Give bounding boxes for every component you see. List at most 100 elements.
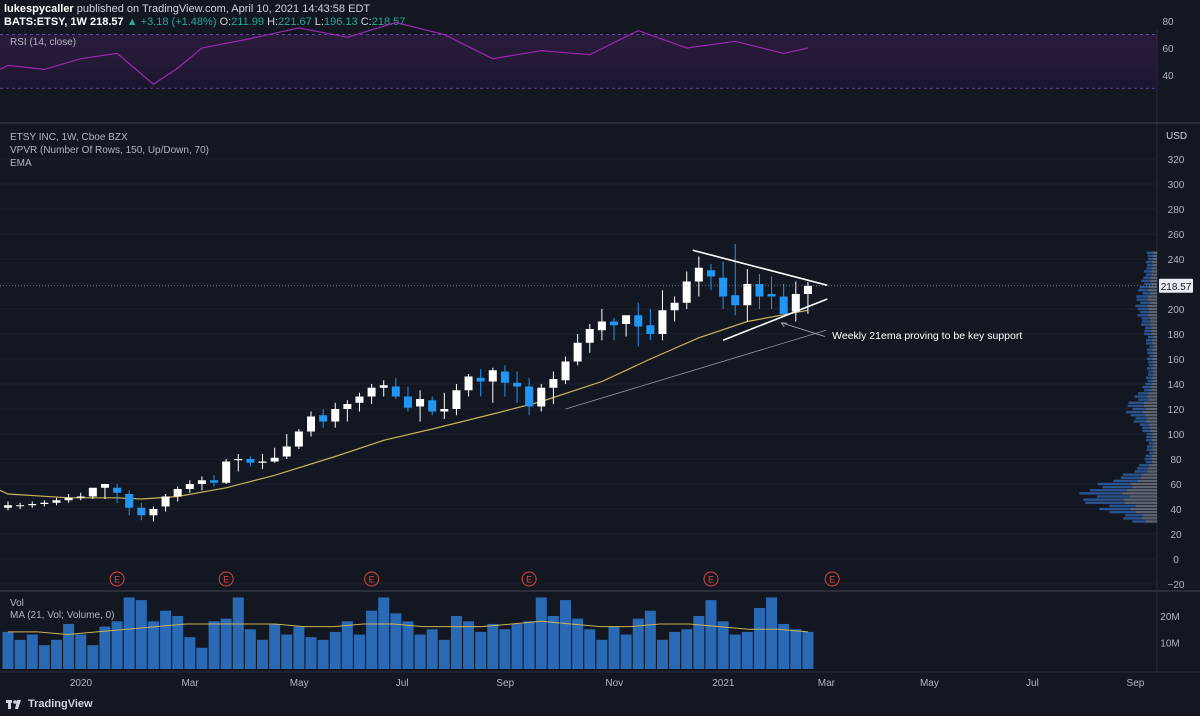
tradingview-branding[interactable]: TradingView: [6, 698, 93, 710]
candle-body[interactable]: [694, 267, 703, 282]
volume-bar[interactable]: [99, 626, 111, 669]
volume-bar[interactable]: [50, 639, 62, 669]
candle-body[interactable]: [719, 277, 728, 297]
candle-body[interactable]: [610, 321, 618, 326]
volume-bar[interactable]: [269, 623, 281, 669]
volume-bar[interactable]: [753, 608, 765, 669]
rsi-pane[interactable]: 80 60 40: [0, 17, 1174, 89]
volume-bar[interactable]: [681, 629, 693, 669]
time-axis[interactable]: 2020MarMayJulSepNov2021MarMayJulSepNov: [70, 678, 1200, 689]
candle-body[interactable]: [331, 409, 340, 422]
currency-label[interactable]: USD: [1166, 131, 1188, 142]
volume-ma-label[interactable]: MA (21, Vol; Volume, 0): [10, 610, 115, 621]
candle-body[interactable]: [367, 387, 376, 397]
earnings-marker[interactable]: [521, 571, 537, 587]
candle-body[interactable]: [173, 489, 182, 497]
candle-body[interactable]: [428, 400, 437, 412]
candle-body[interactable]: [76, 496, 85, 498]
candle-body[interactable]: [440, 409, 449, 412]
volume-bar[interactable]: [184, 637, 196, 669]
volume-bar[interactable]: [135, 600, 147, 669]
earnings-marker[interactable]: [824, 571, 840, 587]
rsi-line[interactable]: [0, 21, 809, 85]
volume-bar[interactable]: [378, 597, 390, 669]
volume-bar[interactable]: [778, 623, 790, 669]
candle-body[interactable]: [573, 342, 582, 362]
main-title[interactable]: ETSY INC, 1W, Cboe BZX: [10, 132, 128, 143]
candle-body[interactable]: [500, 371, 509, 383]
volume-bar[interactable]: [26, 634, 38, 669]
candle-body[interactable]: [294, 431, 303, 447]
volume-bar[interactable]: [329, 631, 341, 669]
candle-body[interactable]: [137, 507, 146, 516]
earnings-marker[interactable]: [109, 571, 125, 587]
volume-bar[interactable]: [656, 639, 668, 669]
candle-body[interactable]: [646, 325, 655, 334]
volume-bar[interactable]: [208, 621, 220, 669]
vpvr-label[interactable]: VPVR (Number Of Rows, 150, Up/Down, 70): [10, 145, 209, 156]
price-pane[interactable]: 3203002802602402202001801601401201008060…: [0, 155, 1193, 591]
candle-body[interactable]: [282, 446, 291, 457]
candle-body[interactable]: [258, 461, 267, 463]
volume-bar[interactable]: [790, 629, 802, 669]
volume-bar[interactable]: [693, 616, 705, 669]
volume-bar[interactable]: [414, 634, 426, 669]
volume-bar[interactable]: [63, 623, 75, 669]
candle-body[interactable]: [634, 315, 643, 327]
volume-bar[interactable]: [463, 621, 475, 669]
volume-bar[interactable]: [669, 631, 681, 669]
volume-bar[interactable]: [802, 631, 814, 669]
volume-bar[interactable]: [220, 618, 232, 669]
volume-bar[interactable]: [632, 618, 644, 669]
candle-body[interactable]: [416, 399, 425, 407]
volume-bar[interactable]: [717, 621, 729, 669]
volume-bar[interactable]: [196, 647, 208, 669]
volume-bar[interactable]: [644, 610, 656, 669]
volume-bar[interactable]: [341, 621, 353, 669]
last-price-tag[interactable]: [1159, 278, 1193, 293]
triangle-upper-trendline[interactable]: [692, 249, 828, 287]
volume-bar[interactable]: [547, 616, 559, 669]
volume-bar[interactable]: [390, 613, 402, 669]
volume-bar[interactable]: [729, 634, 741, 669]
candle-body[interactable]: [64, 497, 73, 501]
ema-line[interactable]: [0, 309, 809, 500]
annotation-text[interactable]: Weekly 21ema proving to be key support: [832, 330, 1022, 342]
candle-body[interactable]: [755, 284, 764, 297]
volume-bar[interactable]: [705, 600, 717, 669]
volume-bar[interactable]: [87, 645, 99, 669]
volume-bar[interactable]: [123, 597, 135, 669]
candle-body[interactable]: [561, 361, 570, 381]
volume-bar[interactable]: [584, 629, 596, 669]
volume-bar[interactable]: [475, 631, 487, 669]
candle-body[interactable]: [682, 281, 691, 303]
candle-body[interactable]: [585, 329, 594, 343]
candle-body[interactable]: [222, 461, 231, 483]
volume-bar[interactable]: [353, 634, 365, 669]
candle-body[interactable]: [670, 302, 679, 311]
volume-bar[interactable]: [572, 618, 584, 669]
volume-bar[interactable]: [499, 629, 511, 669]
earnings-marker[interactable]: [364, 571, 380, 587]
candle-body[interactable]: [246, 459, 255, 463]
ema-support-trendline[interactable]: [565, 329, 827, 410]
volume-bar[interactable]: [281, 634, 293, 669]
candle-body[interactable]: [149, 509, 158, 516]
candle-body[interactable]: [488, 370, 497, 382]
volume-bar[interactable]: [14, 639, 26, 669]
volume-bar[interactable]: [160, 610, 172, 669]
candle-body[interactable]: [791, 294, 800, 312]
volume-bar[interactable]: [402, 621, 414, 669]
volume-bar[interactable]: [450, 616, 462, 669]
volume-bar[interactable]: [317, 639, 329, 669]
volume-bar[interactable]: [257, 639, 269, 669]
volume-bar[interactable]: [172, 616, 184, 669]
candle-body[interactable]: [4, 505, 12, 508]
volume-bar[interactable]: [741, 631, 753, 669]
candle-body[interactable]: [391, 386, 400, 397]
candle-body[interactable]: [779, 296, 788, 315]
volume-bar[interactable]: [560, 600, 572, 669]
volume-bar[interactable]: [438, 639, 450, 669]
candle-body[interactable]: [731, 295, 740, 306]
rsi-label[interactable]: RSI (14, close): [10, 37, 77, 48]
